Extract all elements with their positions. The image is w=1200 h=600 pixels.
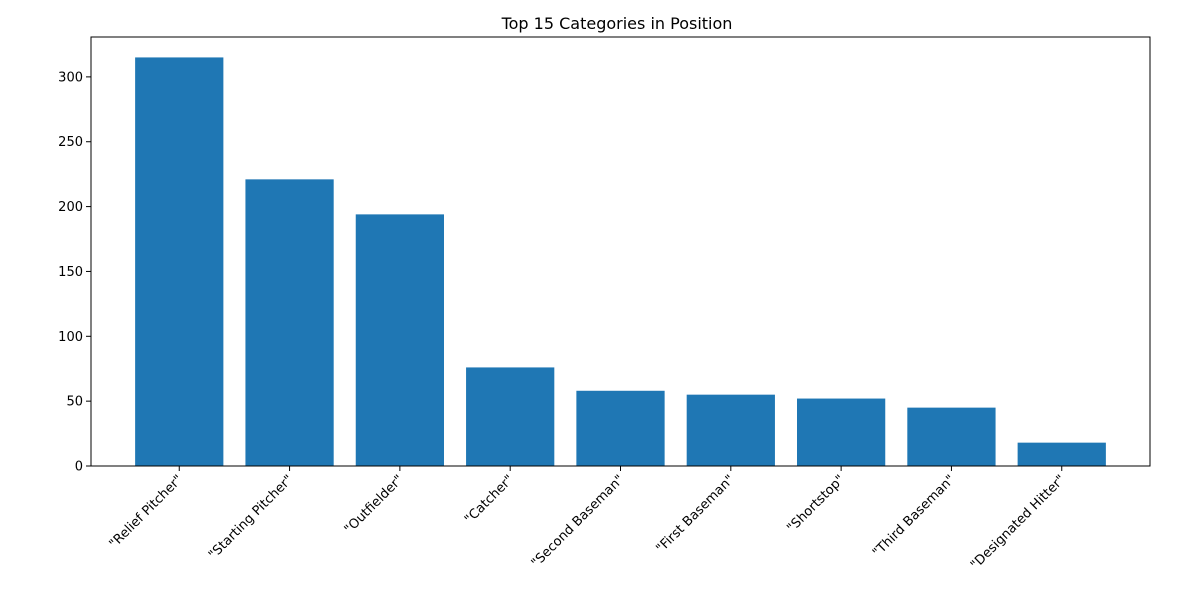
x-tick-label: "Third Baseman" [870,472,958,560]
y-tick-label: 200 [58,200,83,215]
y-tick-label: 50 [66,395,83,410]
y-axis: 0 50 100 150 200 250 300 [58,70,91,475]
bar [686,394,775,466]
y-tick-label: 0 [75,460,83,475]
y-tick-label: 150 [58,265,83,280]
x-tick-label: "Relief Pitcher" [107,472,186,551]
chart-title: Top 15 Categories in Position [501,14,733,33]
bar [1017,442,1106,466]
y-tick-label: 100 [58,330,83,345]
y-tick-label: 300 [58,70,83,85]
y-tick-label: 250 [58,135,83,150]
bar [245,179,334,466]
bar [576,390,665,466]
x-axis: "Relief Pitcher" "Starting Pitcher" "Outfi… [107,466,1069,573]
bar [797,398,886,466]
x-tick-label: "Starting Pitcher" [206,472,296,562]
x-tick-label: "Shortstop" [784,472,848,536]
bar [466,367,555,466]
x-tick-label: "Second Baseman" [529,472,628,571]
bars-group [135,57,1106,467]
x-tick-label: "Designated Hitter" [968,472,1069,573]
bar [355,214,444,466]
x-tick-label: "Catcher" [462,472,517,527]
x-tick-label: "First Baseman" [654,472,738,556]
plot-frame [90,36,1151,467]
x-tick-label: "Outfielder" [342,472,407,537]
bar [907,407,996,466]
bar [135,57,224,467]
